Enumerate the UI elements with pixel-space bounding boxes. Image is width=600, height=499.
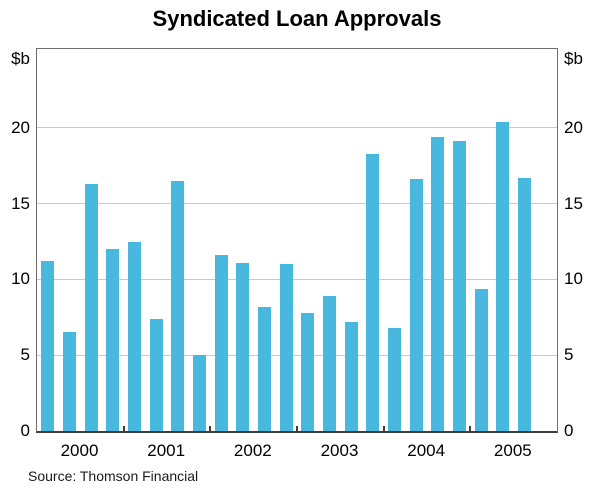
y-tick-label-0: 0 <box>20 421 30 440</box>
y-tick-label-5: 5 <box>564 345 574 365</box>
bar-2001-q2 <box>149 318 163 431</box>
x-axis-tick <box>122 426 125 431</box>
y-tick-label-0: 0 <box>564 421 574 440</box>
x-year-label-2004: 2004 <box>407 441 446 460</box>
y-tick-label-10: 10 <box>564 269 583 289</box>
x-axis-tick <box>469 426 472 431</box>
plot-area <box>36 48 558 433</box>
bar-2002-q3 <box>258 306 271 431</box>
bar-2000-q1 <box>41 261 55 431</box>
bar-2004-q3 <box>431 136 445 431</box>
bar-2005-q1 <box>474 288 488 431</box>
y-tick-label-15: 15 <box>11 193 30 213</box>
source-note: Source: Thomson Financial <box>28 468 199 484</box>
bar-2002-q4 <box>279 264 293 431</box>
gridline-5 <box>37 354 557 356</box>
x-year-label-2001: 2001 <box>147 441 186 460</box>
y-tick-label-10: 10 <box>11 269 30 289</box>
x-year-label-2005: 2005 <box>493 441 532 460</box>
bar-2001-q1 <box>128 241 141 431</box>
x-axis-tick <box>382 426 385 431</box>
bar-2000-q3 <box>84 183 98 431</box>
x-axis-tick <box>209 426 212 431</box>
bar-2002-q2 <box>236 262 250 431</box>
x-year-label-2003: 2003 <box>320 441 359 460</box>
x-axis-tick <box>296 426 298 431</box>
y-axis-unit-right: $b <box>564 49 583 68</box>
bar-2003-q4 <box>366 153 380 431</box>
bar-2004-q4 <box>453 141 466 431</box>
bar-2001-q4 <box>193 355 206 431</box>
x-year-label-2000: 2000 <box>60 441 99 460</box>
y-axis-unit-left: $b <box>11 49 30 68</box>
bar-2004-q2 <box>409 179 423 431</box>
bar-2003-q1 <box>301 312 315 431</box>
y-tick-label-15: 15 <box>564 193 583 213</box>
y-tick-label-20: 20 <box>564 117 583 137</box>
bar-2003-q2 <box>323 296 336 431</box>
gridline-10 <box>37 278 557 280</box>
bar-2002-q1 <box>214 255 228 431</box>
y-tick-label-20: 20 <box>11 117 30 137</box>
x-year-label-2002: 2002 <box>233 441 272 460</box>
bar-2000-q2 <box>63 332 76 431</box>
y-tick-label-5: 5 <box>20 345 30 365</box>
bar-2005-q3 <box>518 177 531 431</box>
bar-2005-q2 <box>496 121 510 431</box>
chart-title: Syndicated Loan Approvals <box>152 6 442 31</box>
bar-2003-q3 <box>344 321 358 431</box>
gridline-20 <box>37 127 557 129</box>
bar-2000-q4 <box>106 249 120 431</box>
bar-2001-q3 <box>171 180 185 431</box>
bar-2004-q1 <box>388 327 401 431</box>
gridline-15 <box>37 203 557 205</box>
